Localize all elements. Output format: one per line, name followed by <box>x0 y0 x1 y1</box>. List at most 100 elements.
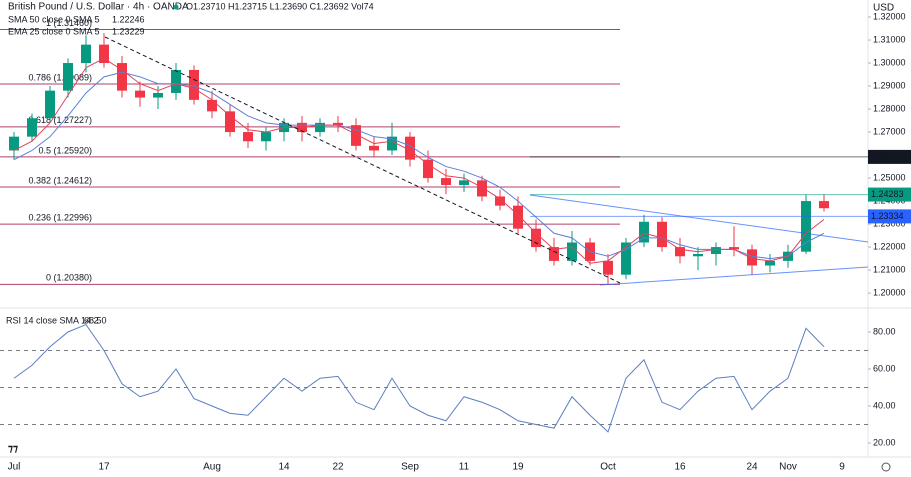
candle-body <box>153 92 163 98</box>
candle-body <box>45 90 55 119</box>
candle-body <box>351 125 361 146</box>
logo: ⁊⁊ <box>8 444 18 455</box>
candle-body <box>621 242 631 275</box>
fib-label: 0.786 (1.29089) <box>28 72 92 82</box>
y-tick-label: 1.22000 <box>873 241 906 251</box>
candle-body <box>819 201 829 209</box>
legend-value: 1.22246 <box>112 14 145 24</box>
candle-body <box>531 228 541 248</box>
ma-line <box>13 71 825 260</box>
candle-body <box>603 260 613 275</box>
candle-body <box>369 145 379 151</box>
candle-body <box>63 63 73 91</box>
candle-body <box>81 44 91 64</box>
settings-icon[interactable] <box>881 462 891 472</box>
price-label-box <box>868 187 911 202</box>
y-tick-label: 20.00 <box>873 437 896 447</box>
candle-body <box>315 122 325 133</box>
candle-body <box>333 122 343 126</box>
candle-body <box>495 196 505 206</box>
x-tick-label: 9 <box>839 462 845 473</box>
candle-body <box>639 221 649 243</box>
trend-line <box>529 194 869 243</box>
candle-body <box>387 136 397 151</box>
candle-body <box>27 118 37 137</box>
candle-body <box>441 178 451 185</box>
candle-body <box>9 136 19 151</box>
ma-line <box>13 57 825 264</box>
price-label: 1.25920 <box>871 151 904 161</box>
x-tick-label: Jul <box>8 462 21 473</box>
price-label-box <box>868 209 911 224</box>
y-tick-label: 1.32000 <box>873 11 906 21</box>
legend-name: EMA 25 close 0 SMA 5 <box>8 26 100 36</box>
x-tick-label: 14 <box>278 462 290 473</box>
candle-body <box>693 253 703 257</box>
x-tick-label: Oct <box>600 462 616 473</box>
candle-body <box>477 180 487 197</box>
y-tick-label: 1.25000 <box>873 172 906 182</box>
y-tick-label: 1.21000 <box>873 264 906 274</box>
x-tick-label: 19 <box>512 462 524 473</box>
candle-body <box>171 69 181 93</box>
price-label: 1.23334 <box>871 211 904 221</box>
candle-body <box>135 90 145 98</box>
trend-line <box>599 266 869 286</box>
fib-label: 1 (1.31460) <box>46 18 92 28</box>
y-tick-label: 40.00 <box>873 400 896 410</box>
candle-body <box>459 180 469 185</box>
candle-body <box>765 260 775 266</box>
candle-body <box>207 99 217 112</box>
price-label: 1.24283 <box>871 189 904 199</box>
y-tick-label: 1.28000 <box>873 103 906 113</box>
y-tick-label: 80.00 <box>873 326 896 336</box>
rsi-line <box>13 323 825 433</box>
x-tick-label: Sep <box>401 462 419 473</box>
legend-value: 1.23229 <box>112 26 145 36</box>
y-tick-label: 1.30000 <box>873 57 906 67</box>
fib-label: 0.236 (1.22996) <box>28 213 92 223</box>
candle-body <box>405 136 415 160</box>
chart-title: British Pound / U.S. Dollar · 4h · OANDA <box>8 2 189 13</box>
x-tick-label: 22 <box>332 462 344 473</box>
candle-body <box>261 132 271 142</box>
candle-body <box>225 111 235 133</box>
fib-label: 0 (1.20380) <box>46 273 92 283</box>
candle-body <box>549 247 559 261</box>
price-label-box <box>868 149 911 164</box>
status-dot <box>173 4 179 10</box>
x-tick-label: 16 <box>674 462 686 473</box>
y-tick-label: 1.31000 <box>873 34 906 44</box>
y-tick-label: 1.29000 <box>873 80 906 90</box>
rsi-legend-name: RSI 14 close SMA 14 2 <box>6 315 99 325</box>
y-tick-label: 60.00 <box>873 363 896 373</box>
currency: USD <box>873 3 894 14</box>
candle-body <box>99 44 109 64</box>
y-tick-label: 1.23000 <box>873 218 906 228</box>
x-tick-label: 11 <box>459 462 470 473</box>
x-tick-label: 24 <box>746 462 758 473</box>
candle-body <box>657 221 667 248</box>
candle-body <box>189 69 199 100</box>
candle-body <box>675 247 685 257</box>
candle-body <box>729 247 739 250</box>
fib-label: 0.5 (1.25920) <box>38 145 92 155</box>
x-tick-label: Nov <box>779 462 797 473</box>
fib-label: 0.618 (1.27227) <box>28 115 92 125</box>
candle-body <box>567 242 577 261</box>
legend-name: SMA 50 close 0 SMA 5 <box>8 14 100 24</box>
rsi-legend-value: 68.50 <box>84 315 107 325</box>
x-tick-label: 17 <box>98 462 110 473</box>
candle-body <box>423 159 433 179</box>
x-tick-label: Aug <box>203 462 221 473</box>
candle-body <box>117 63 127 91</box>
y-tick-label: 1.27000 <box>873 126 906 136</box>
candle-body <box>243 132 253 142</box>
candle-body <box>801 201 811 252</box>
fib-label: 0.382 (1.24612) <box>28 175 92 185</box>
candle-body <box>513 205 523 229</box>
ohlc-header: O1.23710 H1.23715 L1.23690 C1.23692 Vol7… <box>186 1 374 11</box>
candle-body <box>711 247 721 254</box>
